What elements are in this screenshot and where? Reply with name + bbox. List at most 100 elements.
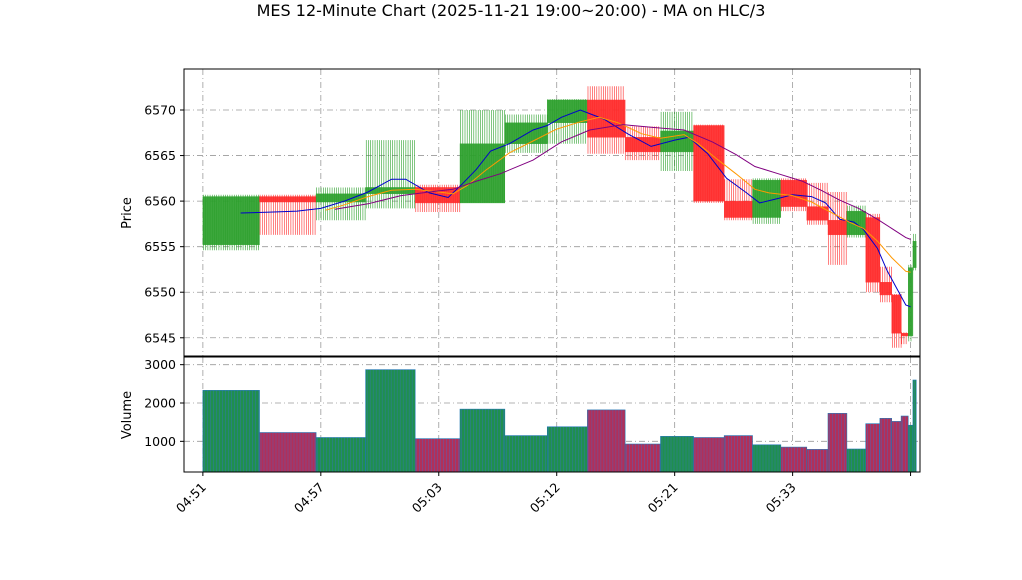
volume-bar-fill [907, 424, 914, 473]
volume-bar-fill [315, 437, 366, 473]
candle-body [846, 210, 866, 236]
volume-bar [846, 448, 867, 473]
candle [879, 266, 892, 303]
candle-body [693, 125, 725, 202]
volume-bar [624, 443, 661, 473]
volume-bar [504, 435, 548, 473]
candle [806, 182, 829, 225]
volume-bar [546, 426, 588, 473]
candle [547, 99, 588, 144]
candle [624, 126, 661, 161]
candle [724, 179, 753, 221]
candle-body [660, 130, 694, 153]
candle [459, 110, 506, 204]
volume-bar-fill [827, 413, 848, 473]
candle [865, 213, 881, 293]
x-tick-label: 05:03 [409, 480, 445, 516]
volume-bar-fill [879, 418, 892, 473]
price-axis-label: Price [120, 197, 135, 229]
candle-body [908, 267, 914, 337]
volume-bar-fill [504, 435, 548, 473]
candle [827, 192, 848, 265]
candle [846, 205, 866, 238]
candle-body [806, 206, 829, 221]
volume-ticks: 1000 2000 3000 [144, 357, 184, 449]
volume-bar [459, 408, 506, 473]
x-tick-label: 05:12 [527, 480, 563, 516]
volume-bar [900, 415, 909, 473]
x-tick-label: 05:21 [645, 480, 681, 516]
volume-bar-fill [546, 426, 588, 473]
volume-bar [693, 437, 725, 473]
volume-panel-frame [183, 356, 921, 473]
volume-bar [879, 418, 892, 473]
price-ticks: 6545 6550 6555 6560 6565 6570 [144, 103, 184, 345]
candle-body [624, 137, 661, 153]
candle-body [879, 282, 892, 296]
candle-body [827, 220, 848, 236]
volume-bar-fill [752, 444, 782, 473]
volume-bar [907, 424, 914, 473]
candle [660, 111, 694, 172]
volume-bar [365, 369, 416, 473]
candle-body [912, 240, 917, 268]
volume-bar [865, 423, 881, 473]
candle-body [724, 200, 753, 218]
volume-bar [202, 390, 260, 473]
volume-bar-fill [865, 423, 881, 473]
candle-body [315, 193, 366, 203]
volume-tick-label: 2000 [144, 396, 176, 411]
volume-bar [891, 421, 902, 473]
candle-body [900, 333, 909, 337]
volume-bar [587, 409, 626, 473]
candle [912, 233, 917, 271]
x-tick-label: 04:51 [173, 480, 209, 516]
chart-title: MES 12-Minute Chart (2025-11-21 19:00~20… [257, 1, 766, 20]
volume-bar [912, 379, 917, 473]
candle-body [891, 294, 902, 334]
price-tick-label: 6545 [144, 330, 176, 345]
candle [693, 124, 725, 203]
x-tick-label: 05:33 [763, 480, 799, 516]
x-tick-label: 04:57 [291, 480, 327, 516]
price-tick-label: 6570 [144, 103, 176, 118]
candle-body [780, 179, 807, 207]
candle-body [202, 196, 260, 246]
candle [908, 264, 914, 342]
price-tick-label: 6560 [144, 194, 176, 209]
volume-bar-fill [587, 409, 626, 473]
volume-bar [806, 449, 829, 473]
volume-bar-fill [723, 435, 753, 473]
candle [259, 194, 317, 235]
volume-axis-label: Volume [120, 391, 135, 439]
ma-lines [240, 109, 911, 308]
volume-bars [202, 369, 917, 473]
candle-body [504, 122, 548, 144]
candles [202, 86, 917, 348]
volume-bar-fill [846, 448, 867, 473]
volume-bar [752, 444, 782, 473]
candle-body [547, 99, 588, 123]
volume-bar [723, 435, 753, 473]
ma-line [240, 109, 911, 308]
volume-bar [414, 438, 461, 473]
price-tick-label: 6555 [144, 239, 176, 254]
candle [900, 332, 909, 345]
volume-tick-label: 1000 [144, 434, 176, 449]
volume-bar [780, 446, 808, 473]
volume-tick-label: 3000 [144, 357, 176, 372]
price-tick-label: 6565 [144, 148, 176, 163]
price-tick-label: 6550 [144, 285, 176, 300]
volume-bar-fill [624, 443, 661, 473]
candle [891, 294, 902, 348]
volume-bar [827, 413, 848, 473]
volume-bar [660, 436, 694, 473]
volume-bar-fill [900, 415, 909, 473]
candle [202, 194, 260, 251]
candle-body [259, 196, 317, 203]
price-panel-frame [183, 68, 921, 357]
ma-line [325, 116, 911, 273]
volume-bar [315, 437, 366, 473]
